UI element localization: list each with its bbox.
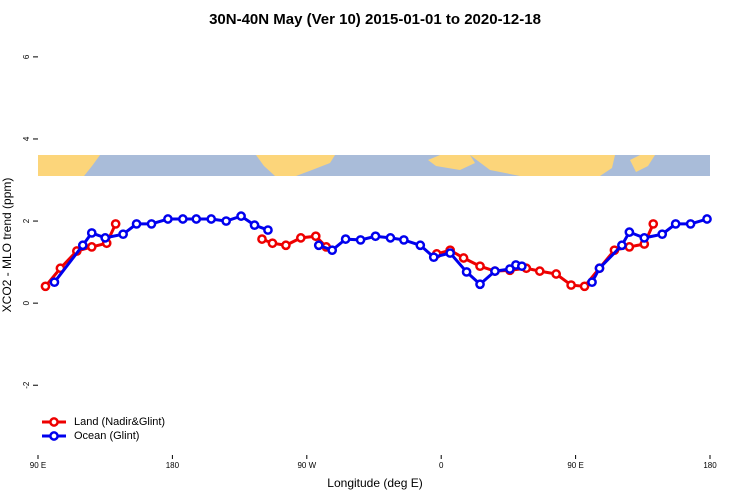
data-point [236, 211, 246, 221]
x-tick-label: 0 [439, 461, 444, 470]
y-tick-label: 6 [22, 54, 31, 59]
data-point [624, 242, 635, 252]
data-point [670, 219, 681, 229]
data-point [385, 233, 396, 243]
data-point [370, 231, 381, 242]
data-point [163, 214, 173, 224]
data-point [221, 216, 232, 226]
data-point [490, 266, 500, 276]
y-tick-label: 4 [22, 136, 31, 141]
data-point [178, 214, 188, 224]
data-point [475, 261, 485, 272]
data-point [340, 234, 351, 244]
data-point [594, 263, 605, 274]
data-point [648, 219, 659, 229]
data-point [617, 240, 627, 251]
x-tick-label: 90 E [567, 461, 583, 470]
data-point [40, 281, 51, 292]
data-point [49, 277, 60, 288]
data-point [327, 245, 338, 256]
data-point [310, 231, 321, 242]
data-point [249, 220, 260, 231]
data-point [458, 253, 469, 263]
data-point [534, 266, 545, 276]
chart-title: 30N-40N May (Ver 10) 2015-01-01 to 2020-… [209, 11, 541, 28]
data-point [131, 219, 142, 229]
x-tick-label: 90 E [30, 461, 46, 470]
x-axis-label: Longitude (deg E) [327, 476, 422, 490]
data-point [415, 240, 426, 251]
data-point [475, 279, 485, 290]
data-point [146, 219, 157, 229]
data-point [206, 214, 217, 224]
data-point [428, 252, 439, 263]
data-point [587, 277, 597, 288]
data-point [191, 214, 202, 224]
data-point [445, 248, 456, 258]
data-point [566, 280, 576, 290]
data-point [281, 240, 291, 251]
data-point [624, 227, 635, 237]
data-point [516, 261, 527, 272]
data-point [313, 240, 324, 251]
data-point [639, 233, 650, 243]
data-point [100, 233, 111, 243]
y-axis-label: XCO2 - MLO trend (ppm) [0, 178, 14, 313]
y-tick-label: 2 [22, 218, 31, 223]
data-point [579, 281, 590, 292]
data-point [685, 219, 696, 229]
legend-marker [49, 431, 59, 441]
legend-label: Ocean (Glint) [74, 430, 139, 442]
x-tick-label: 180 [166, 461, 180, 470]
y-tick-label: -2 [22, 381, 31, 389]
data-point [86, 242, 97, 252]
data-point [551, 269, 562, 279]
data-point [399, 235, 409, 245]
data-point [355, 235, 366, 245]
data-point [267, 238, 278, 249]
data-point [77, 240, 88, 251]
data-point [86, 228, 97, 238]
y-tick-label: 0 [22, 300, 31, 305]
x-tick-label: 90 W [297, 461, 316, 470]
series-line [44, 223, 655, 288]
data-point [263, 225, 273, 235]
data-point [702, 214, 712, 224]
data-point [657, 229, 668, 240]
legend-marker [49, 417, 59, 427]
data-point [257, 234, 267, 244]
map-strip [38, 155, 710, 176]
legend-label: Land (Nadir&Glint) [74, 416, 165, 428]
x-tick-label: 180 [703, 461, 717, 470]
data-point [118, 229, 128, 240]
data-point [110, 219, 121, 229]
data-point [461, 267, 472, 277]
data-point [295, 233, 306, 243]
